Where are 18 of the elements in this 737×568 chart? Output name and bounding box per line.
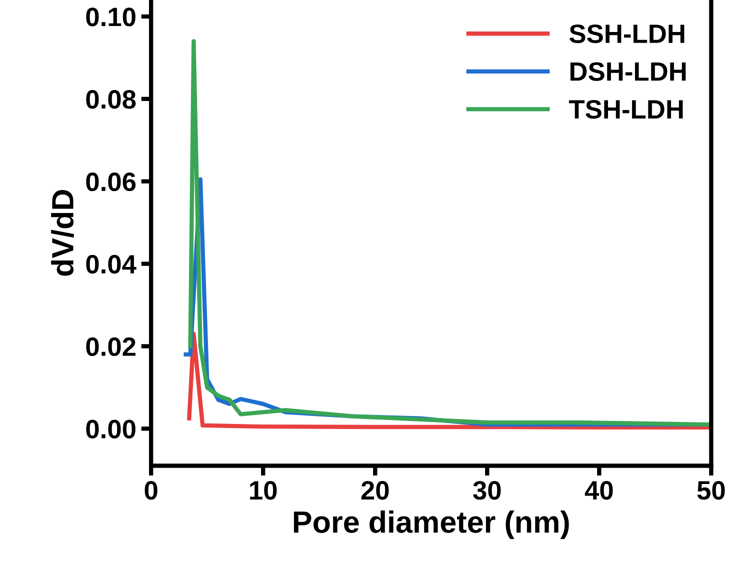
x-tick-label: 20: [361, 481, 389, 500]
x-tick-label: 30: [473, 481, 501, 500]
legend-label: DSH-LDH: [570, 62, 686, 81]
y-tick-label: 0.00: [86, 420, 136, 438]
x-tick-label: 0: [144, 481, 158, 500]
y-tick-label: 0.02: [86, 337, 136, 356]
y-tick-label: 0.10: [86, 8, 136, 26]
legend-label: TSH-LDH: [569, 100, 683, 119]
y-tick-label: 0.08: [86, 90, 136, 109]
x-tick-label: 10: [250, 481, 277, 500]
y-axis-title: dV/dD: [51, 190, 74, 276]
legend-label: SSH-LDH: [569, 24, 684, 44]
x-tick-label: 50: [697, 481, 725, 500]
x-axis-title: Pore diameter (nm): [294, 510, 569, 539]
y-tick-label: 0.06: [86, 172, 136, 192]
y-tick-label: 0.04: [86, 254, 136, 274]
x-tick-label: 40: [584, 481, 613, 500]
line-series: [187, 332, 712, 430]
